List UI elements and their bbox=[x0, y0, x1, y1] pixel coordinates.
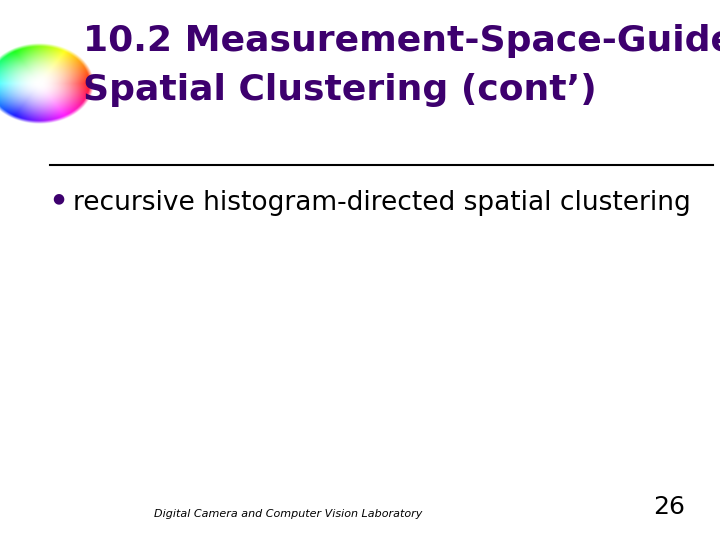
Text: 10.2 Measurement-Space-Guided: 10.2 Measurement-Space-Guided bbox=[83, 24, 720, 58]
Text: 26: 26 bbox=[654, 496, 685, 519]
Text: Digital Camera and Computer Vision Laboratory: Digital Camera and Computer Vision Labor… bbox=[154, 509, 422, 519]
Text: recursive histogram-directed spatial clustering: recursive histogram-directed spatial clu… bbox=[73, 190, 691, 216]
Text: Spatial Clustering (cont’): Spatial Clustering (cont’) bbox=[83, 73, 597, 107]
Text: ●: ● bbox=[52, 192, 64, 206]
